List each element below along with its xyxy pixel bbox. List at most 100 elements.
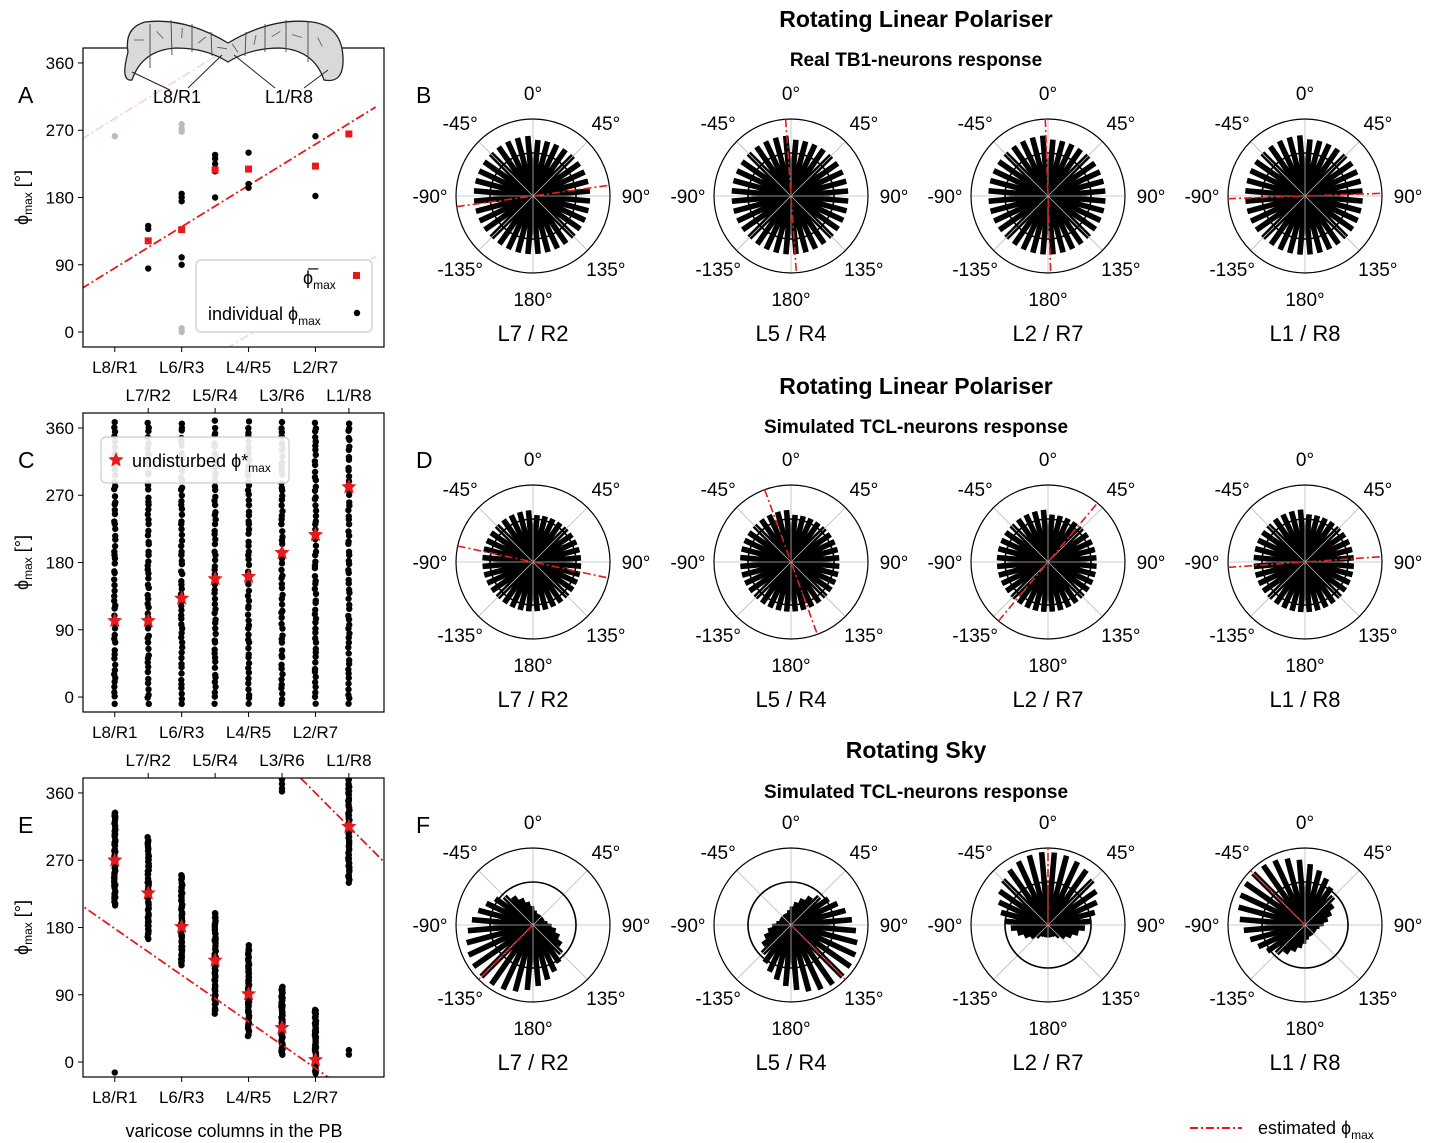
undisturbed-star bbox=[207, 570, 223, 586]
data-point bbox=[245, 686, 252, 693]
polar-tick-label: 0° bbox=[782, 813, 800, 834]
polar-gridline bbox=[1047, 870, 1103, 926]
data-point bbox=[245, 580, 252, 588]
polar-bar bbox=[1287, 195, 1308, 254]
polar-tick-label: 180° bbox=[771, 1019, 810, 1040]
polar-outer-circle bbox=[1227, 484, 1383, 640]
polar-gridline bbox=[478, 561, 534, 617]
polar-tick-label: 0° bbox=[524, 813, 542, 834]
polar-tick-label: 90° bbox=[1394, 553, 1423, 574]
estimated-phi-line bbox=[457, 545, 609, 579]
data-point bbox=[345, 657, 353, 664]
scatter-panel-e: 0 90 180 270 360 ϕmax [°] L8/R1 L7/R2 L6/R3 L5/R4… bbox=[12, 751, 385, 1107]
y-tick-label: 180 bbox=[46, 554, 74, 573]
y-axis-label: ϕmax [°] bbox=[12, 535, 35, 590]
data-point bbox=[278, 484, 285, 492]
data-point bbox=[178, 531, 186, 539]
data-point bbox=[212, 616, 219, 623]
pb-label-right: L1/R8 bbox=[265, 87, 313, 107]
polar-plots: 0° 45° 90° 135° 180° -135° -90° -45° L7 / R2 0° 45… bbox=[412, 84, 1422, 1075]
x-tick-label-top: L3/R6 bbox=[259, 751, 304, 770]
data-point bbox=[211, 556, 219, 564]
polar-tick-label: 90° bbox=[622, 916, 651, 937]
legend-c-star-marker bbox=[108, 452, 124, 467]
polar-tick-label: 0° bbox=[524, 450, 542, 471]
polar-tick-label: 135° bbox=[1101, 989, 1140, 1010]
data-point bbox=[312, 483, 320, 490]
data-point bbox=[145, 686, 152, 693]
polar-bar bbox=[789, 193, 845, 223]
polar-bar bbox=[1243, 881, 1307, 928]
polar-bar bbox=[532, 559, 581, 578]
estimated-phi-line bbox=[997, 502, 1099, 622]
polar-column-label: L1 / R8 bbox=[1270, 1050, 1341, 1075]
data-point bbox=[245, 561, 253, 569]
data-point bbox=[345, 680, 352, 687]
data-point bbox=[211, 909, 219, 917]
polar-gridline bbox=[993, 141, 1049, 197]
data-point bbox=[345, 528, 352, 535]
data-point bbox=[345, 473, 353, 480]
data-point bbox=[279, 492, 286, 500]
data-point bbox=[278, 696, 286, 703]
data-point bbox=[145, 691, 152, 699]
polar-bar bbox=[992, 168, 1050, 199]
mean-marker bbox=[311, 162, 319, 170]
data-point bbox=[145, 265, 152, 272]
polar-tick-label: 135° bbox=[586, 260, 625, 281]
polar-tick-label: 135° bbox=[1358, 626, 1397, 647]
polar-column-label: L2 / R7 bbox=[1013, 321, 1084, 346]
data-point bbox=[211, 664, 219, 671]
polar-column-label: L5 / R4 bbox=[756, 1050, 827, 1075]
data-point bbox=[245, 518, 252, 525]
polar-column-label: L5 / R4 bbox=[756, 321, 827, 346]
polar-gridline bbox=[1047, 507, 1103, 563]
data-point bbox=[312, 590, 320, 598]
row-subtitle-3: Simulated TCL-neurons response bbox=[764, 782, 1068, 803]
row-title-1: Rotating Linear Polariser bbox=[779, 6, 1053, 32]
polar-gridline bbox=[736, 870, 792, 926]
polar-tick-label: -135° bbox=[695, 626, 741, 647]
x-tick-label-bottom: L2/R7 bbox=[293, 358, 338, 377]
data-point bbox=[245, 651, 252, 658]
data-point bbox=[278, 580, 286, 588]
polar-gridline bbox=[1250, 195, 1306, 251]
data-point bbox=[311, 679, 319, 686]
data-point bbox=[145, 538, 152, 546]
data-point bbox=[312, 494, 319, 501]
polar-plot: 0° 45° 90° 135° 180° -135° -90° -45° L7 / R2 bbox=[412, 813, 650, 1075]
polar-gridline bbox=[532, 924, 588, 980]
data-point bbox=[279, 690, 286, 697]
estimated-phi-line bbox=[456, 184, 610, 208]
polar-bar bbox=[528, 905, 536, 926]
data-point bbox=[345, 513, 353, 520]
legend-a: ϕ̅max individual ϕmax bbox=[195, 259, 373, 333]
polar-tick-label: -45° bbox=[443, 114, 478, 135]
data-point bbox=[245, 429, 252, 436]
data-point bbox=[312, 434, 319, 441]
polar-gridline bbox=[736, 195, 792, 251]
data-point bbox=[111, 518, 118, 525]
polar-column-label: L1 / R8 bbox=[1270, 321, 1341, 346]
data-point bbox=[244, 487, 252, 494]
polar-tick-label: 90° bbox=[622, 553, 651, 574]
data-point bbox=[245, 664, 252, 672]
polar-bar bbox=[766, 923, 794, 973]
data-point bbox=[312, 625, 319, 632]
x-tick-label-bottom: L2/R7 bbox=[293, 723, 338, 742]
y-tick-label: 270 bbox=[46, 121, 74, 140]
undisturbed-star bbox=[240, 568, 257, 584]
polar-bar bbox=[482, 159, 535, 199]
polar-bar bbox=[1303, 559, 1351, 586]
polar-tick-label: 90° bbox=[880, 187, 909, 208]
data-point bbox=[312, 673, 319, 681]
data-point bbox=[212, 493, 219, 500]
data-point bbox=[312, 451, 319, 459]
data-point bbox=[312, 192, 319, 200]
polar-bar bbox=[512, 924, 536, 992]
polar-tick-label: 180° bbox=[1285, 290, 1324, 311]
polar-reference-circle bbox=[1261, 881, 1349, 969]
polar-tick-label: 135° bbox=[586, 989, 625, 1010]
polar-tick-label: -135° bbox=[695, 989, 741, 1010]
data-point bbox=[212, 509, 219, 516]
